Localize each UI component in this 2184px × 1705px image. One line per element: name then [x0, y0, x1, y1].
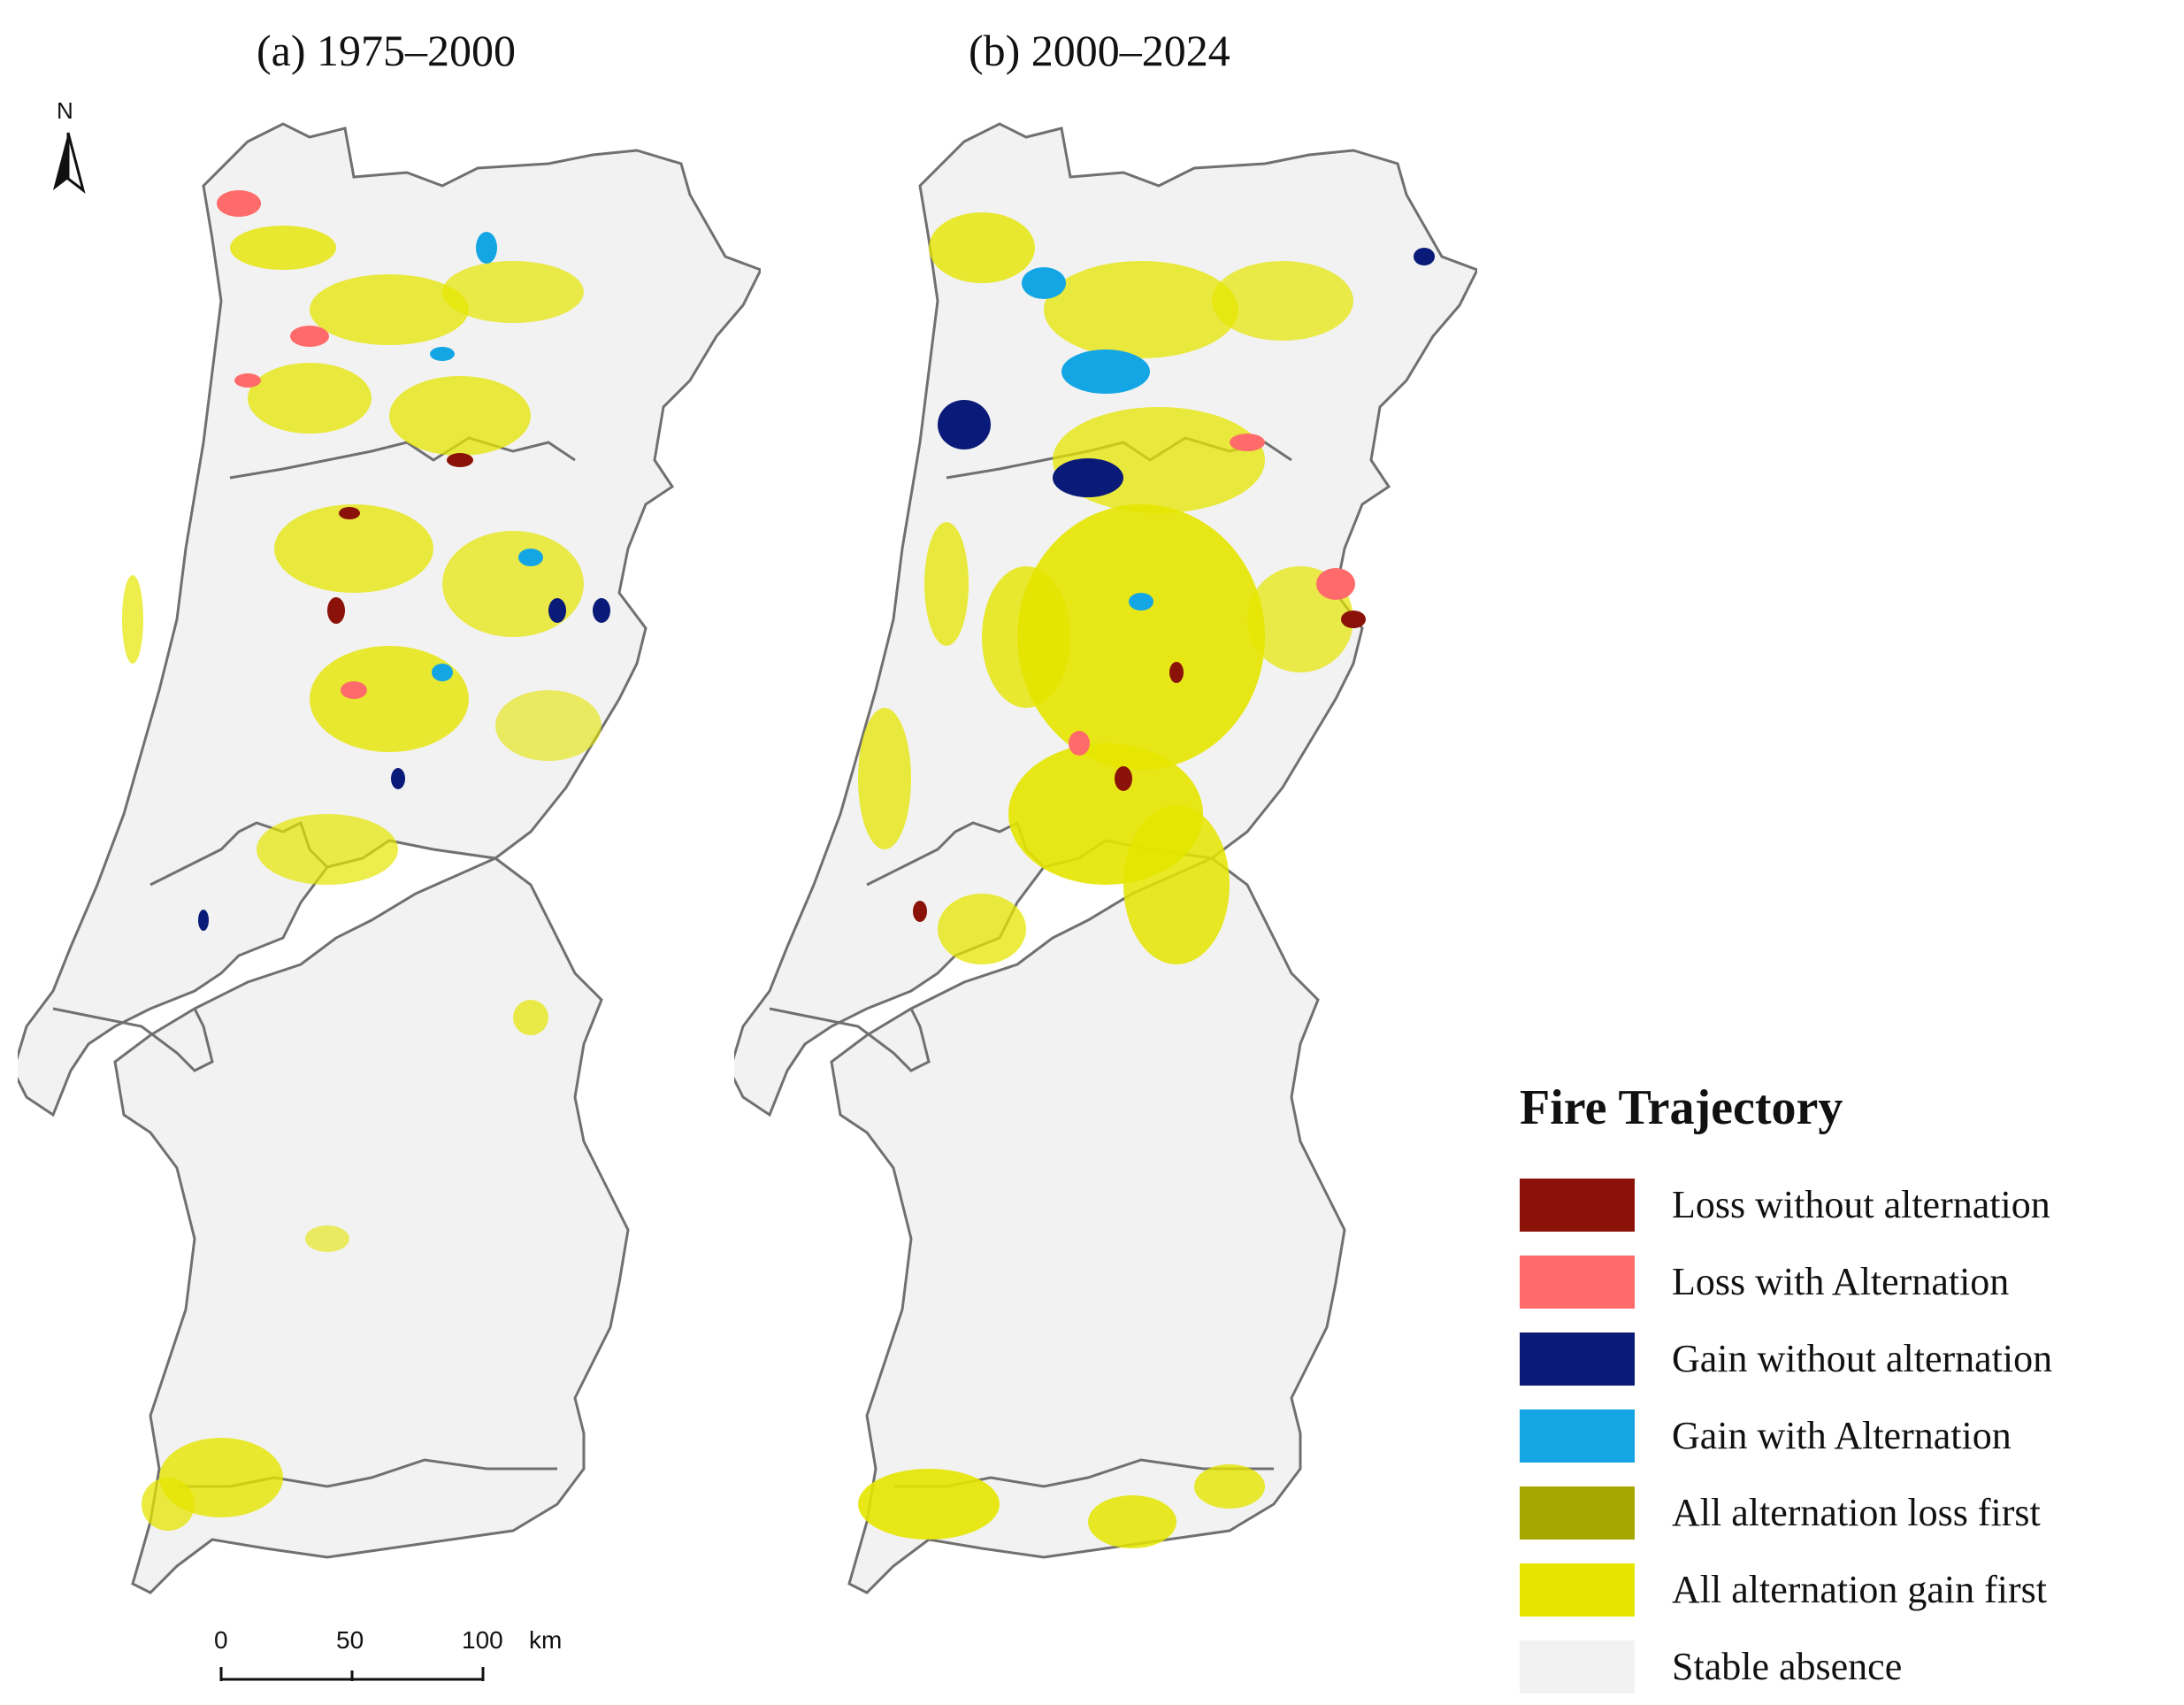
panel-title-a: (a) 1975–2000	[257, 26, 516, 75]
north-arrow-label: N	[57, 97, 73, 124]
legend-swatch	[1520, 1255, 1635, 1309]
legend-swatch	[1520, 1332, 1635, 1386]
scale-unit: km	[529, 1626, 563, 1654]
legend-item-all-alternation-gain-first: All alternation gain first	[1520, 1551, 2174, 1628]
map-panel-b	[734, 122, 1477, 1594]
fire-patches-a	[122, 190, 610, 1531]
panel-title-b: (b) 2000–2024	[969, 26, 1230, 75]
scale-bar	[219, 1667, 485, 1681]
legend-item-stable-absence: Stable absence	[1520, 1628, 2174, 1705]
legend-swatch	[1520, 1409, 1635, 1463]
legend-swatch	[1520, 1640, 1635, 1693]
portugal-outline-a	[18, 122, 761, 1594]
legend-item-gain-without-alternation: Gain without alternation	[1520, 1320, 2174, 1397]
legend-label: All alternation loss first	[1672, 1491, 2041, 1534]
fire-patches-b	[858, 212, 1435, 1548]
legend-label: Stable absence	[1672, 1645, 1903, 1688]
legend-label: All alternation gain first	[1672, 1568, 2047, 1611]
legend-item-all-alternation-loss-first: All alternation loss first	[1520, 1474, 2174, 1551]
legend-swatch	[1520, 1486, 1635, 1540]
scale-tick-100: 100	[462, 1626, 503, 1654]
scale-tick-0: 0	[214, 1626, 228, 1654]
legend-item-gain-with-alternation: Gain with Alternation	[1520, 1397, 2174, 1474]
legend-swatch	[1520, 1563, 1635, 1617]
legend: Fire Trajectory Loss without alternation…	[1520, 1079, 2174, 1705]
legend-title: Fire Trajectory	[1520, 1080, 1843, 1135]
legend-label: Gain with Alternation	[1672, 1414, 2012, 1457]
north-arrow-icon	[53, 132, 86, 194]
legend-label: Loss with Alternation	[1672, 1260, 2010, 1303]
map-panel-a	[18, 122, 761, 1594]
legend-swatch	[1520, 1178, 1635, 1232]
legend-label: Gain without alternation	[1672, 1337, 2053, 1380]
legend-item-loss-without-alternation: Loss without alternation	[1520, 1166, 2174, 1243]
legend-item-loss-with-alternation: Loss with Alternation	[1520, 1243, 2174, 1320]
scale-tick-50: 50	[336, 1626, 364, 1654]
legend-label: Loss without alternation	[1672, 1183, 2050, 1226]
